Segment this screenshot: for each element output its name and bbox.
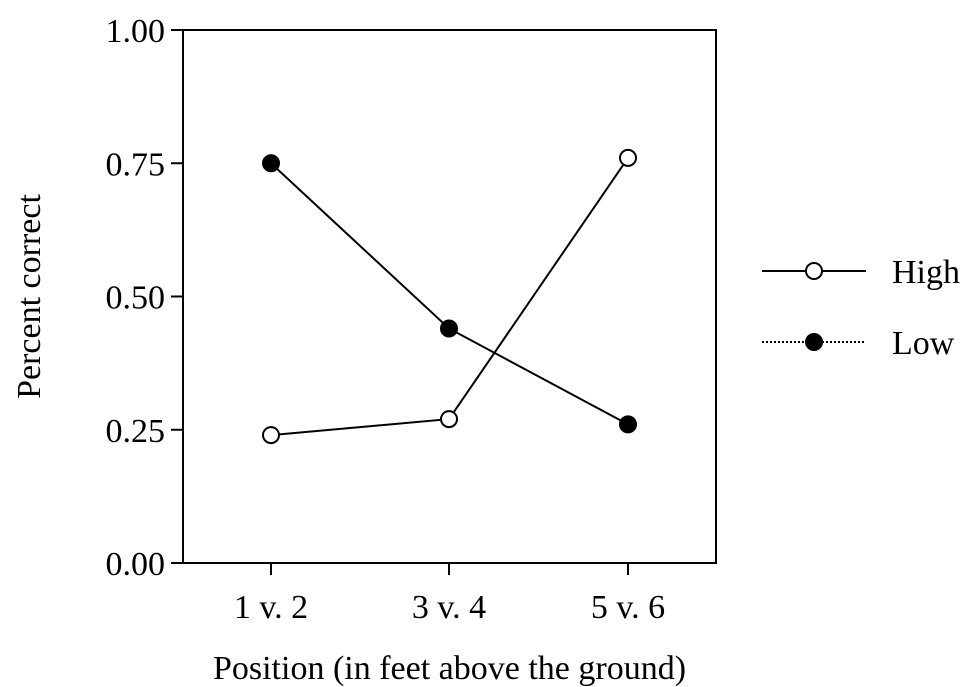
y-tick-label: 0.00 <box>106 546 166 583</box>
y-tick-label: 0.50 <box>106 280 166 317</box>
legend-marker-high <box>805 262 823 280</box>
x-tick-label: 3 v. 4 <box>412 589 486 626</box>
data-point-high <box>440 410 458 429</box>
series-line-high <box>270 157 629 437</box>
legend-label-low: Low <box>892 325 955 362</box>
x-axis: 1 v. 2 3 v. 4 5 v. 6 <box>234 563 665 626</box>
data-point-low <box>262 154 280 173</box>
y-axis-title: Percent correct <box>11 194 48 399</box>
y-axis: 0.00 0.25 0.50 0.75 1.00 <box>106 13 183 583</box>
data-point-high <box>619 148 637 167</box>
series-layer <box>262 148 637 445</box>
data-point-low <box>440 319 458 338</box>
x-axis-title: Position (in feet above the ground) <box>213 650 686 687</box>
x-tick-label: 1 v. 2 <box>234 589 308 626</box>
x-tick-label: 5 v. 6 <box>591 589 665 626</box>
data-point-low <box>619 415 637 434</box>
data-point-high <box>262 426 280 445</box>
y-tick-label: 1.00 <box>106 13 166 50</box>
series-line-low <box>270 162 629 426</box>
legend: High Low <box>762 254 960 362</box>
y-tick-label: 0.75 <box>106 146 166 183</box>
legend-label-high: High <box>892 254 960 291</box>
legend-marker-low <box>805 333 823 351</box>
y-tick-label: 0.25 <box>106 413 166 450</box>
plot-frame <box>182 29 717 564</box>
